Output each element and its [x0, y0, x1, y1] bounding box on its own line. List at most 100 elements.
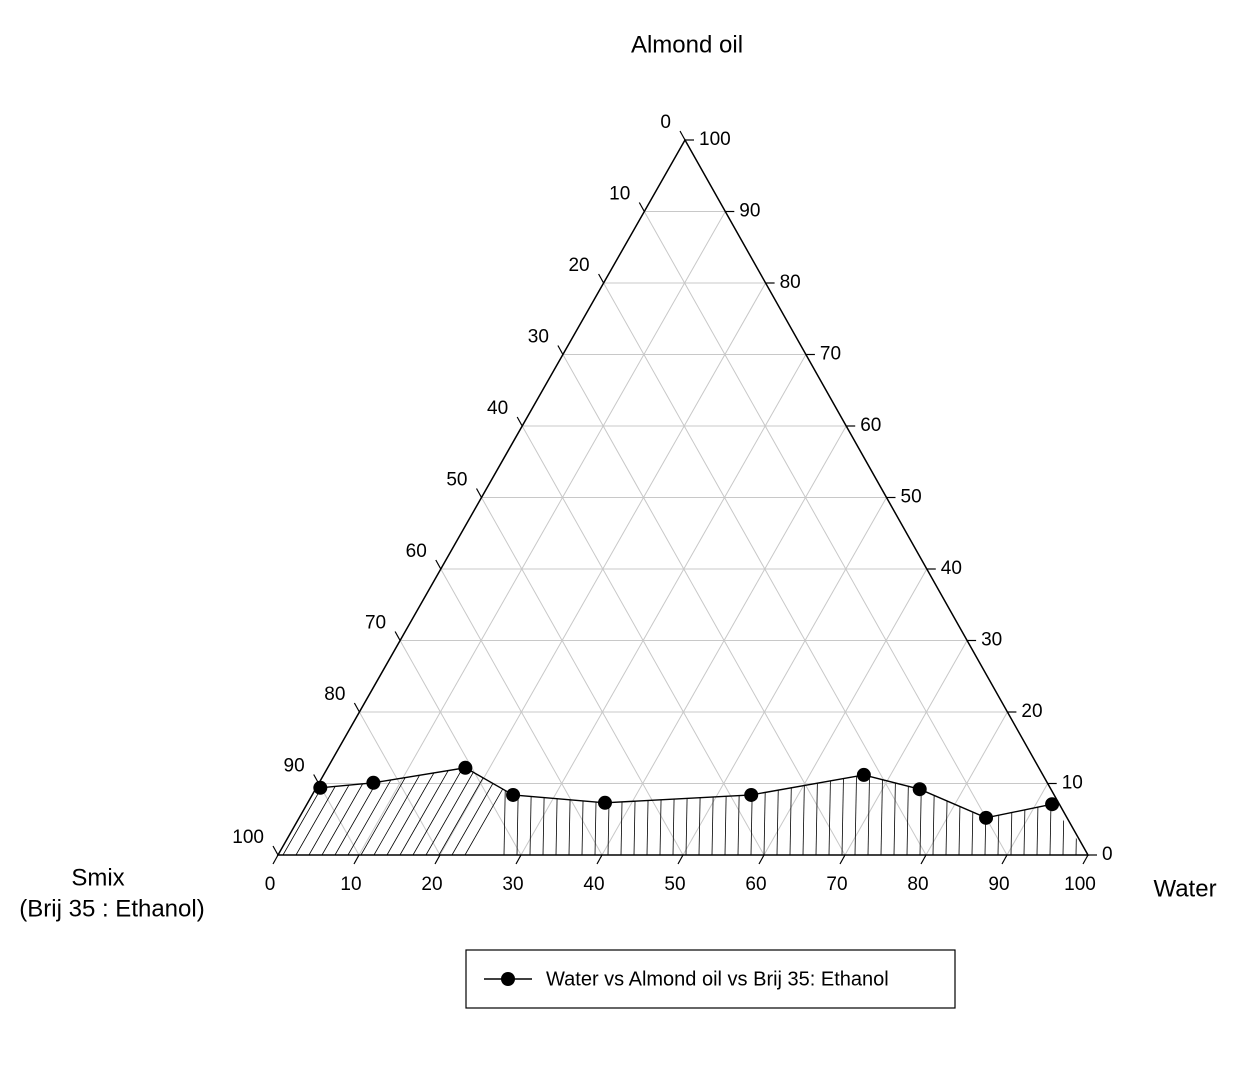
- hatch-line: [750, 767, 754, 855]
- legend-box: [465, 949, 956, 1009]
- data-point: [1045, 797, 1060, 812]
- hatch-line: [1075, 767, 1079, 855]
- left-tick-label: 50: [446, 470, 467, 491]
- bottom-tick-label: 60: [745, 874, 766, 895]
- tick-mark: [679, 130, 686, 141]
- legend-label: Water vs Almond oil vs Brij 35: Ethanol: [546, 968, 889, 990]
- hatch-line: [1023, 767, 1027, 855]
- tick-mark: [1001, 854, 1008, 865]
- left-axis-label: (Brij 35 : Ethanol): [19, 895, 204, 922]
- bottom-tick-label: 20: [421, 874, 442, 895]
- right-tick-label: 100: [699, 129, 731, 150]
- left-tick-label: 0: [660, 112, 671, 133]
- hatch-line: [867, 767, 871, 855]
- right-tick-label: 50: [901, 487, 922, 508]
- hatch-line: [932, 767, 936, 855]
- hatch-line: [412, 767, 474, 855]
- bottom-tick-label: 40: [583, 874, 604, 895]
- hatch-line: [516, 767, 520, 855]
- tick-mark: [353, 702, 360, 713]
- right-tick-label: 80: [780, 272, 801, 293]
- hatch-line: [347, 767, 409, 855]
- right-tick-label: 20: [1021, 701, 1042, 722]
- left-tick-label: 80: [324, 684, 345, 705]
- tick-mark: [1082, 854, 1089, 865]
- tick-mark: [920, 854, 927, 865]
- tick-mark: [515, 854, 522, 865]
- hatch-line: [841, 767, 845, 855]
- tick-mark: [557, 345, 564, 355]
- hatch-line: [1010, 767, 1014, 855]
- left-tick-label: 60: [406, 541, 427, 562]
- data-point: [506, 787, 521, 802]
- tick-mark: [516, 416, 523, 427]
- data-point: [597, 795, 612, 810]
- hatch-line: [360, 767, 422, 855]
- right-tick-label: 70: [820, 344, 841, 365]
- hatch-line: [295, 767, 357, 855]
- left-tick-label: 20: [568, 255, 589, 276]
- tick-mark: [475, 488, 483, 498]
- hatch-line: [906, 767, 910, 855]
- bottom-tick-label: 50: [664, 874, 685, 895]
- grid-line: [682, 497, 887, 856]
- hatch-line: [828, 767, 832, 855]
- hatch-line: [633, 767, 637, 855]
- bottom-tick-label: 90: [988, 874, 1009, 895]
- data-point: [458, 760, 473, 775]
- right-tick-label: 40: [941, 558, 962, 579]
- left-tick-label: 10: [609, 184, 630, 205]
- left-tick-label: 90: [284, 756, 305, 777]
- grid-line: [844, 640, 968, 856]
- hatch-line: [984, 767, 988, 855]
- grid-line: [520, 354, 807, 856]
- hatch-line: [919, 767, 923, 855]
- hatch-line: [698, 767, 702, 855]
- bottom-tick-label: 70: [826, 874, 847, 895]
- left-tick-label: 30: [528, 327, 549, 348]
- bottom-tick-label: 0: [265, 874, 276, 895]
- hatch-line: [568, 767, 572, 855]
- hatch-line: [711, 767, 715, 855]
- right-axis-label: Water: [1153, 875, 1216, 902]
- bottom-tick-label: 100: [1064, 874, 1096, 895]
- hatch-line: [776, 767, 780, 855]
- hatch-line: [1062, 767, 1066, 855]
- tick-mark: [435, 559, 442, 570]
- hatch-line: [334, 767, 396, 855]
- hatch-line: [646, 767, 650, 855]
- bottom-tick-label: 80: [907, 874, 928, 895]
- tick-mark: [839, 854, 846, 865]
- data-point: [856, 767, 871, 782]
- hatch-line: [958, 767, 962, 855]
- tick-mark: [272, 845, 279, 856]
- hatch-line: [724, 767, 728, 855]
- bottom-tick-label: 10: [340, 874, 361, 895]
- hatch-line: [425, 767, 487, 855]
- hatch-line: [555, 767, 559, 855]
- right-tick-label: 90: [739, 201, 760, 222]
- tick-mark: [353, 854, 360, 865]
- hatch-line: [854, 767, 858, 855]
- grid-line: [521, 425, 765, 856]
- hatch-line: [789, 767, 793, 855]
- top-axis-label: Almond oil: [631, 31, 743, 58]
- data-point: [744, 787, 759, 802]
- right-tick-label: 10: [1062, 773, 1083, 794]
- tick-mark: [638, 202, 645, 212]
- hatch-line: [451, 767, 513, 855]
- hatch-line: [529, 767, 533, 855]
- right-tick-label: 0: [1102, 844, 1113, 865]
- hatch-line: [386, 767, 448, 855]
- tick-mark: [272, 854, 279, 865]
- hatch-line: [503, 767, 507, 855]
- hatch-line: [308, 767, 370, 855]
- hatch-line: [438, 767, 500, 855]
- grid-line: [399, 640, 522, 856]
- grid-line: [318, 783, 360, 856]
- hatch-line: [321, 767, 383, 855]
- hatch-line: [802, 767, 806, 855]
- hatch-line: [880, 767, 884, 855]
- hatch-line: [373, 767, 435, 855]
- bottom-tick-label: 30: [502, 874, 523, 895]
